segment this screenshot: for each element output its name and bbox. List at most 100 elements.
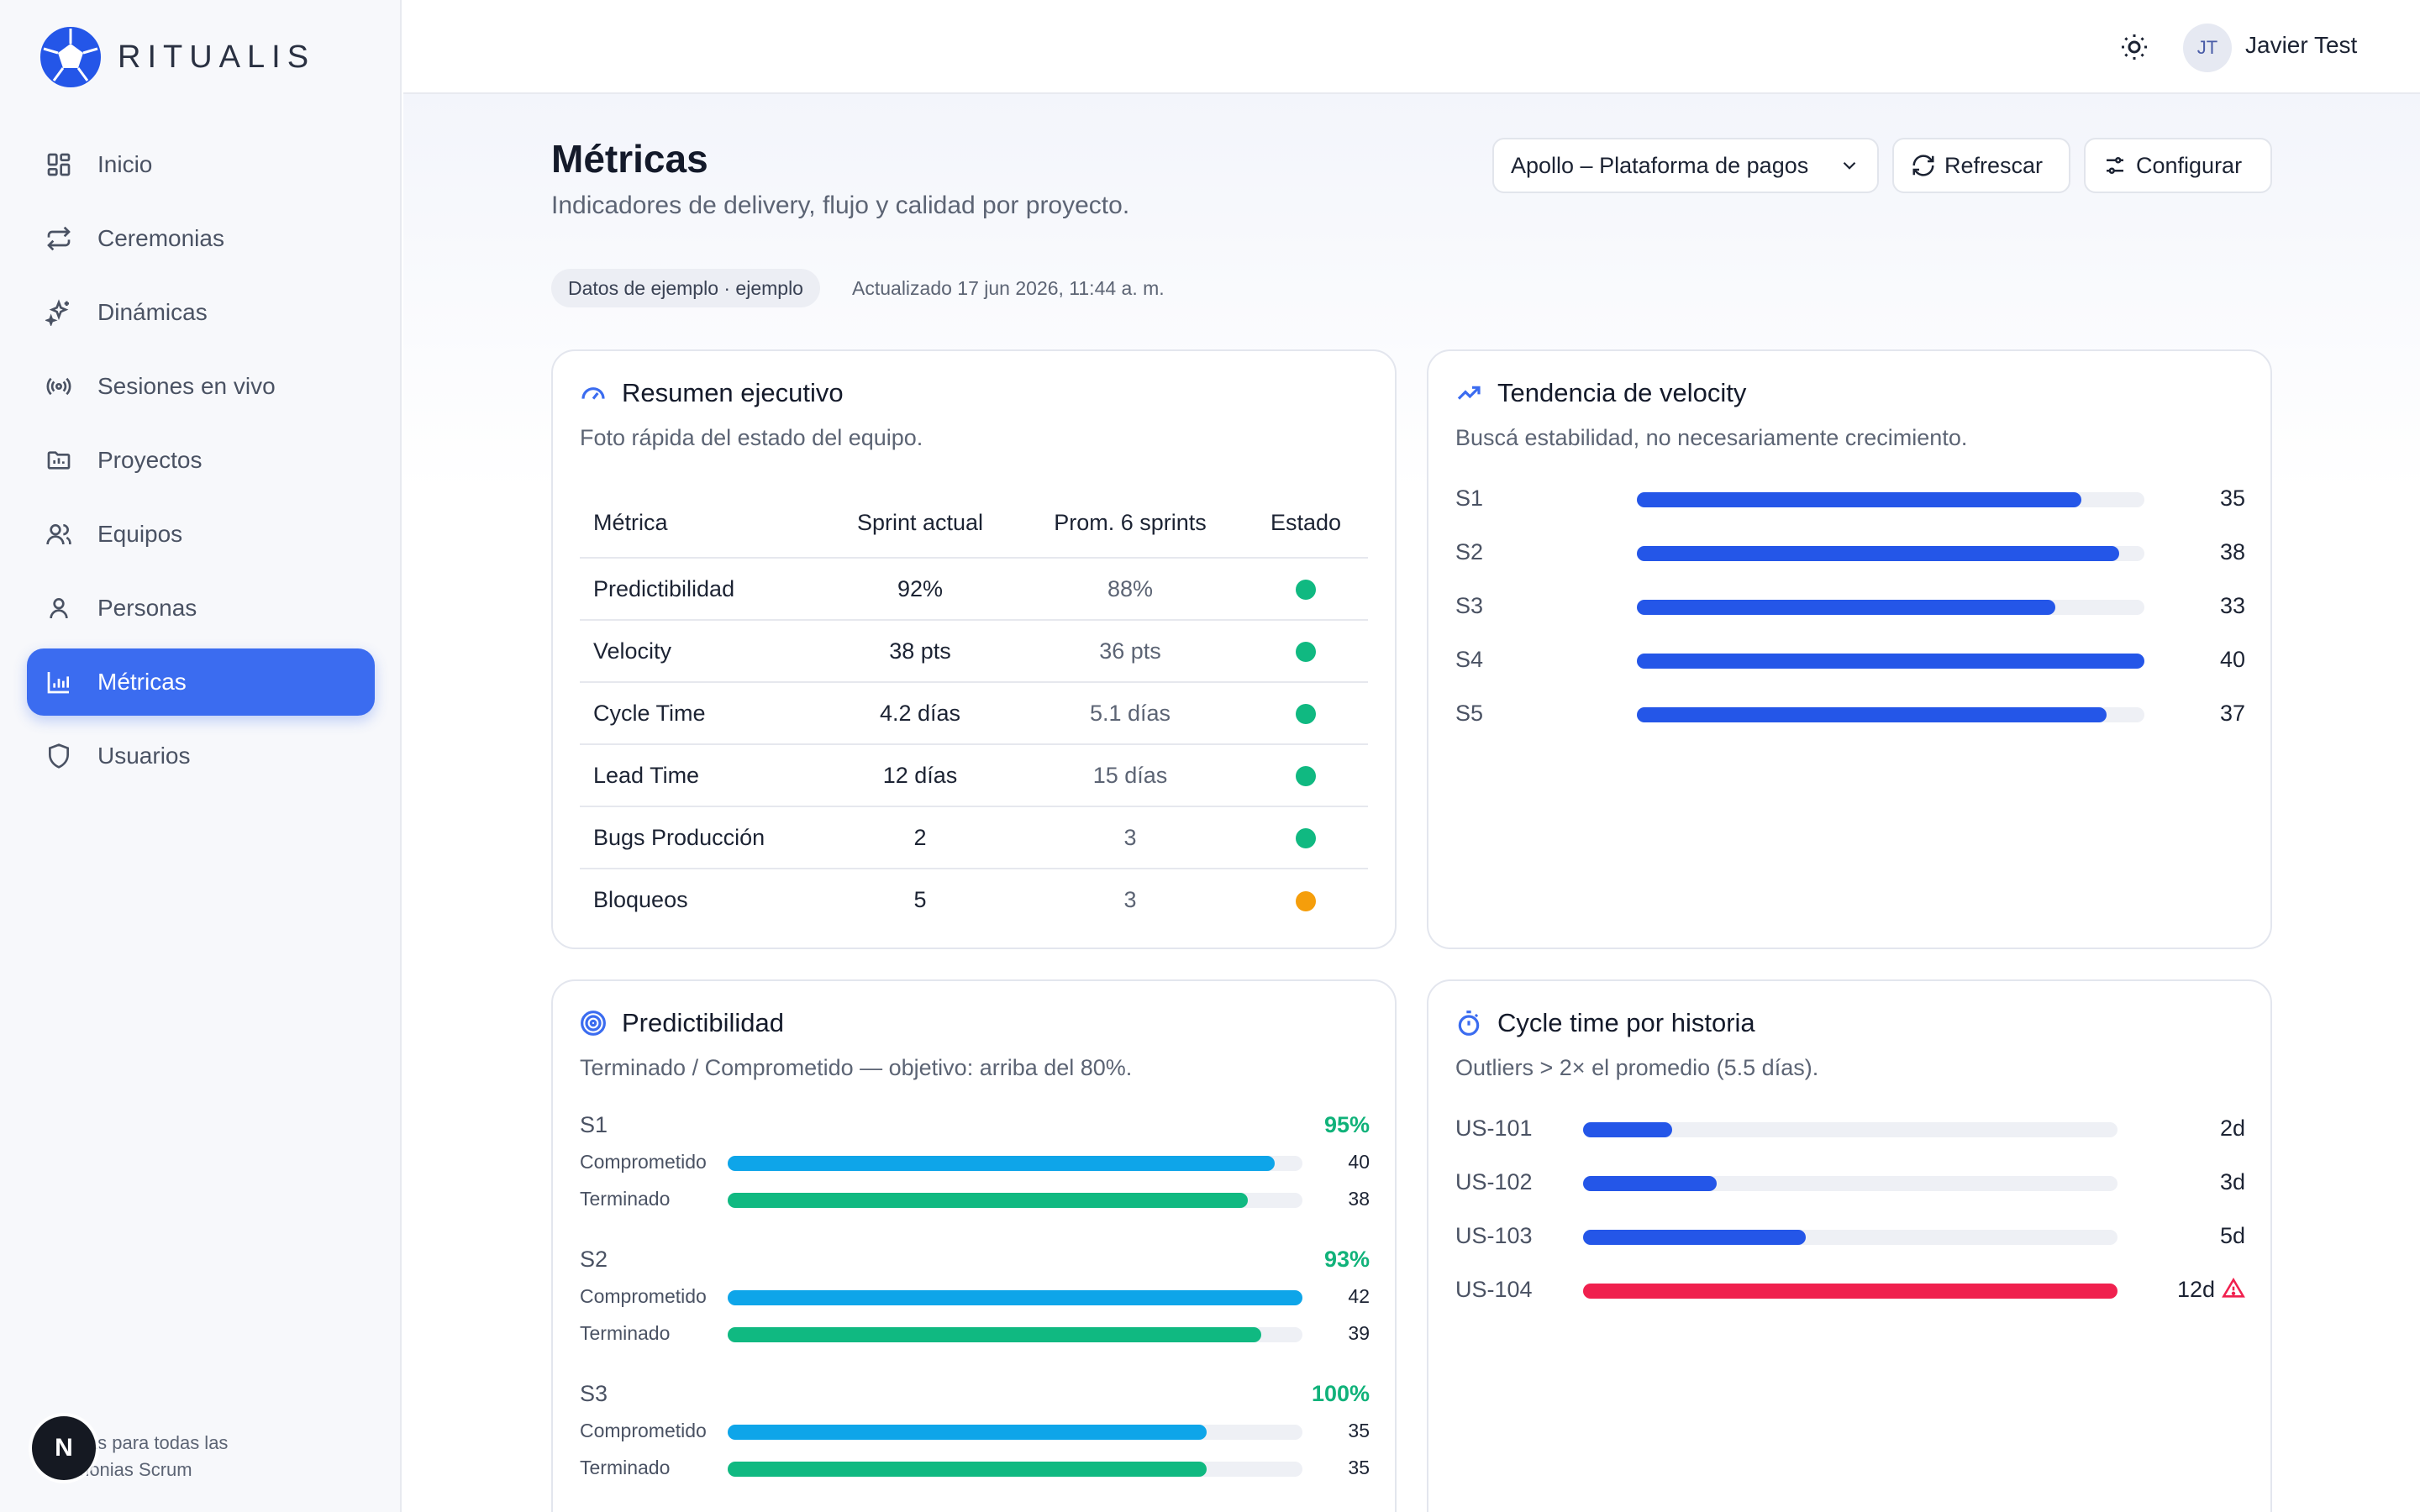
predictability-percent: 93% — [1323, 1247, 1370, 1272]
done-bar-track — [728, 1462, 1302, 1477]
table-row: Bloqueos 5 3 — [580, 869, 1368, 931]
chevron-down-icon — [1843, 161, 1856, 170]
metric-name: Predictibilidad — [580, 558, 823, 621]
logo[interactable]: RITUALIS — [40, 27, 315, 87]
done-label: Terminado — [580, 1188, 671, 1210]
current-value: 12 días — [823, 744, 1017, 807]
summary-table: Métrica Sprint actual Prom. 6 sprints Es… — [580, 489, 1368, 931]
velocity-card: Tendencia de velocity Buscá estabilidad,… — [1427, 349, 2272, 949]
velocity-bar-track — [1637, 654, 2144, 669]
metric-name: Lead Time — [580, 744, 823, 807]
cycle-bar — [1583, 1176, 1717, 1191]
shield-icon — [45, 743, 72, 769]
status-cell — [1244, 682, 1368, 745]
sprint-label: S2 — [1455, 539, 1484, 564]
cycle-value-wrap: 5d — [2144, 1223, 2245, 1249]
metric-name: Cycle Time — [580, 682, 823, 745]
status-dot — [1296, 766, 1316, 787]
refresh-button-label: Refrescar — [1944, 152, 2044, 178]
sliders-icon — [2107, 157, 2123, 174]
velocity-bar — [1637, 492, 2081, 507]
velocity-value: 38 — [2219, 539, 2245, 564]
sidebar-item-label: Personas — [97, 595, 197, 621]
topbar — [403, 0, 2420, 94]
done-bar — [728, 1193, 1248, 1208]
sidebar-nav: Inicio Ceremonias Dinámicas Sesiones en … — [27, 131, 375, 796]
sidebar-item-usuarios[interactable]: Usuarios — [27, 722, 375, 790]
avatar[interactable]: JT — [2183, 24, 2232, 72]
user-name[interactable]: Javier Test — [2245, 32, 2358, 58]
committed-bar-track — [728, 1290, 1302, 1305]
table-header-row: Métrica Sprint actual Prom. 6 sprints Es… — [580, 489, 1368, 559]
cycle-row: US-101 2d — [1455, 1112, 2245, 1146]
status-dot — [1296, 704, 1316, 725]
theme-toggle-icon[interactable] — [2119, 32, 2149, 62]
configure-button[interactable]: Configurar — [2084, 138, 2272, 193]
cycle-value: 3d — [2219, 1169, 2245, 1194]
sidebar-footer-line: icas para todas las — [74, 1432, 229, 1453]
velocity-row: S5 37 — [1455, 697, 2245, 731]
folder-icon — [45, 447, 72, 474]
committed-bar — [728, 1156, 1276, 1171]
sidebar-item-inicio[interactable]: Inicio — [27, 131, 375, 198]
sidebar-item-ceremonias[interactable]: Ceremonias — [27, 205, 375, 272]
page-title: Métricas — [551, 137, 708, 181]
app-name: RITUALIS — [118, 39, 316, 75]
velocity-bar-track — [1637, 546, 2144, 561]
project-select-value: Apollo – Plataforma de pagos — [1511, 152, 1809, 178]
committed-label: Comprometido — [580, 1151, 707, 1173]
current-value: 4.2 días — [823, 682, 1017, 745]
velocity-bar — [1637, 546, 2119, 561]
status-dot — [1296, 828, 1316, 849]
sidebar-item-personas[interactable]: Personas — [27, 575, 375, 642]
summary-subtitle: Foto rápida del estado del equipo. — [580, 425, 923, 450]
velocity-value: 40 — [2219, 647, 2245, 672]
velocity-value: 33 — [2219, 593, 2245, 618]
sprint-label: S1 — [1455, 486, 1484, 511]
grid-icon — [45, 151, 72, 178]
sidebar-item-metricas[interactable]: Métricas — [27, 648, 375, 716]
sidebar: RITUALIS Inicio Ceremonias Dinámicas Ses… — [0, 0, 402, 1512]
sprint-label: S3 — [580, 1381, 608, 1406]
sidebar-item-label: Equipos — [97, 521, 183, 547]
cycle-row: US-104 12d — [1455, 1273, 2245, 1307]
summary-title: Resumen ejecutivo — [622, 378, 844, 407]
sidebar-item-dinamicas[interactable]: Dinámicas — [27, 279, 375, 346]
column-header: Estado — [1244, 489, 1368, 559]
sparkle-icon — [45, 299, 72, 326]
warning-icon — [2222, 1277, 2245, 1298]
sidebar-item-proyectos[interactable]: Proyectos — [27, 427, 375, 494]
trending-up-icon — [1457, 386, 1481, 400]
committed-value: 35 — [1348, 1420, 1370, 1441]
card-title: Resumen ejecutivo — [580, 378, 844, 408]
status-cell — [1244, 744, 1368, 807]
nextjs-badge[interactable]: N — [32, 1416, 96, 1480]
sidebar-item-sesiones[interactable]: Sesiones en vivo — [27, 353, 375, 420]
sidebar-item-equipos[interactable]: Equipos — [27, 501, 375, 568]
predictability-sprint: S1 95% Comprometido 40 Terminado 38 — [580, 1112, 1370, 1238]
metric-name: Velocity — [580, 620, 823, 683]
sprint-label: S4 — [1455, 647, 1484, 672]
table-row: Lead Time 12 días 15 días — [580, 744, 1368, 807]
cycle-value-wrap: 12d — [2144, 1277, 2245, 1303]
status-dot — [1296, 580, 1316, 601]
average-value: 5.1 días — [1017, 682, 1244, 745]
sprint-label: S3 — [1455, 593, 1484, 618]
average-value: 36 pts — [1017, 620, 1244, 683]
status-cell — [1244, 869, 1368, 931]
gauge-icon — [581, 387, 605, 400]
refresh-button[interactable]: Refrescar — [1892, 138, 2070, 193]
project-select[interactable]: Apollo – Plataforma de pagos — [1492, 138, 1879, 193]
committed-bar-track — [728, 1156, 1302, 1171]
status-cell — [1244, 806, 1368, 869]
summary-card: Resumen ejecutivo Foto rápida del estado… — [551, 349, 1397, 949]
configure-button-label: Configurar — [2136, 152, 2243, 178]
velocity-subtitle: Buscá estabilidad, no necesariamente cre… — [1455, 425, 1968, 450]
committed-bar-track — [728, 1425, 1302, 1440]
predictability-sprint: S3 100% Comprometido 35 Terminado 35 — [580, 1381, 1370, 1507]
predictability-title: Predictibilidad — [622, 1008, 784, 1037]
sprint-label: S5 — [1455, 701, 1484, 726]
column-header: Prom. 6 sprints — [1017, 489, 1244, 559]
current-value: 38 pts — [823, 620, 1017, 683]
story-label: US-102 — [1455, 1169, 1533, 1194]
